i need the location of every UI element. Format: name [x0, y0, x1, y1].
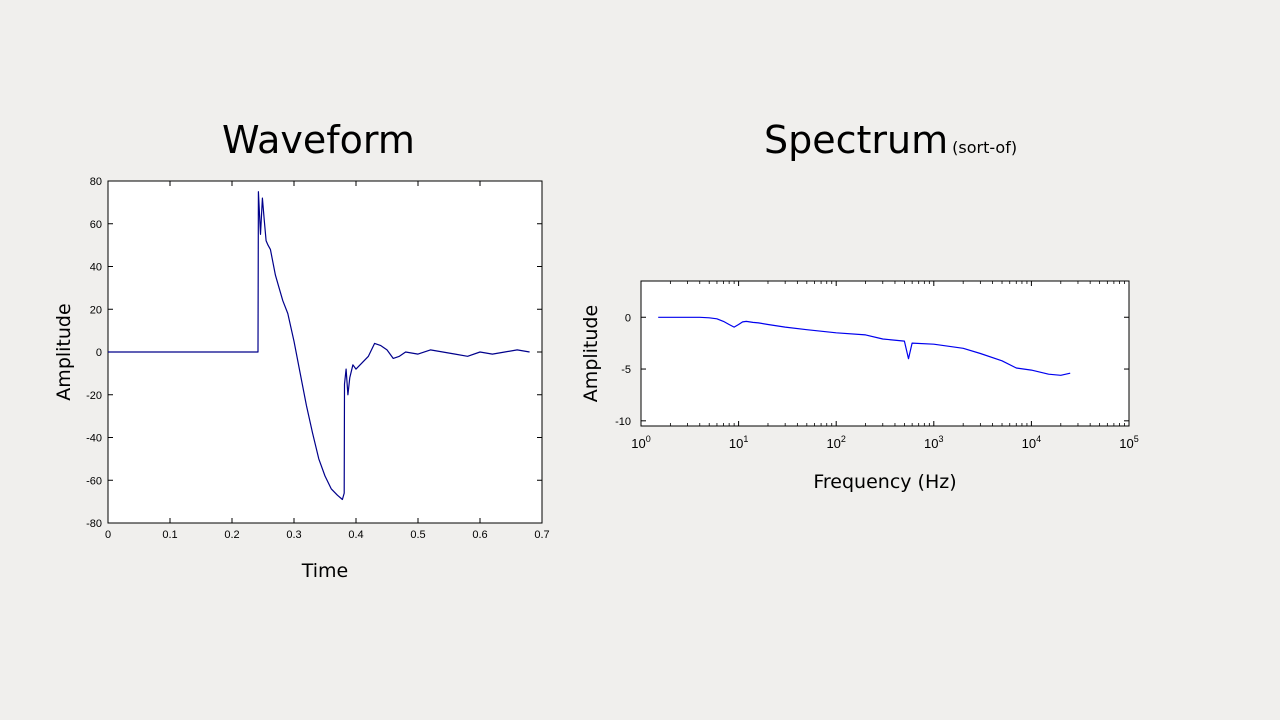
x-axis-label: Frequency (Hz): [813, 471, 956, 493]
y-tick-label: -60: [86, 475, 102, 487]
y-tick-label: -40: [86, 433, 102, 445]
y-tick-label: -10: [615, 416, 631, 428]
waveform-title: Waveform: [222, 118, 415, 162]
series-line: [658, 316, 1071, 376]
y-tick-label: -80: [86, 518, 102, 530]
x-tick-label: 0.7: [534, 529, 549, 541]
x-tick-label: 103: [924, 434, 943, 451]
y-tick-label: 80: [90, 176, 102, 188]
spectrum-subtitle: (sort-of): [952, 138, 1018, 157]
spectrum-chart: 100 101 102 103 104 105 0 -5 -10 Frequency (Hz) Am…: [580, 280, 1139, 493]
y-axis-label: Amplitude: [580, 305, 602, 402]
x-tick-label: 100: [631, 434, 650, 451]
y-tick-label: -20: [86, 390, 102, 402]
spectrum-title-main: Spectrum: [764, 118, 949, 162]
waveform-chart: 0 0.1 0.2 0.3 0.4 0.5 0.6 0.7 -80 -60 -40 -20 0 20 40 6…: [53, 176, 550, 582]
plot-area: [640, 280, 1130, 427]
x-tick-label: 0: [105, 529, 111, 541]
y-tick-label: 60: [90, 219, 102, 231]
y-axis-label: Amplitude: [53, 303, 75, 400]
spectrum-title: Spectrum (sort-of): [764, 118, 1017, 162]
y-tick-label: 20: [90, 304, 102, 316]
y-tick-label: 0: [96, 347, 102, 359]
x-tick-label: 0.5: [410, 529, 425, 541]
y-tick-label: -5: [621, 364, 631, 376]
x-tick-label: 102: [826, 434, 845, 451]
x-tick-label: 0.6: [472, 529, 487, 541]
x-tick-label: 0.1: [162, 529, 177, 541]
x-tick-label: 105: [1119, 434, 1138, 451]
x-tick-label: 101: [729, 434, 748, 451]
x-axis-label: Time: [301, 560, 349, 582]
x-tick-label: 0.3: [286, 529, 301, 541]
x-tick-label: 104: [1022, 434, 1041, 451]
series-line: [108, 191, 530, 501]
y-tick-label: 40: [90, 262, 102, 274]
y-tick-label: 0: [625, 312, 631, 324]
x-tick-label: 0.4: [348, 529, 363, 541]
x-tick-label: 0.2: [224, 529, 239, 541]
